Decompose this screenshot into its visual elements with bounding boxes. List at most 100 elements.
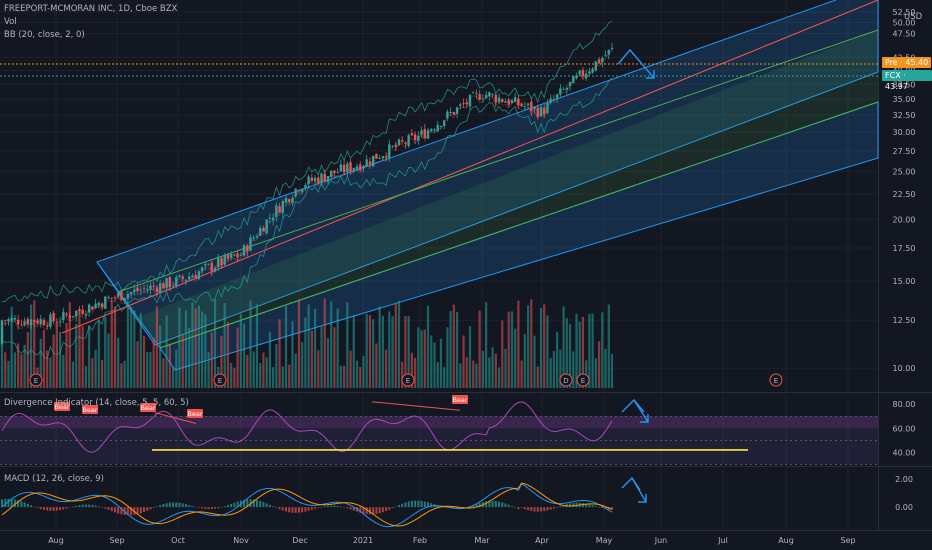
rsi-line xyxy=(1,401,613,453)
candle-body xyxy=(200,267,204,272)
macd-histogram-bar xyxy=(391,507,394,509)
volume-bar xyxy=(100,359,104,388)
macd-histogram-bar xyxy=(488,500,491,508)
macd-histogram-bar xyxy=(420,500,423,508)
macd-histogram-bar xyxy=(297,507,300,513)
bear-label: Bear xyxy=(140,404,155,412)
macd-histogram-bar xyxy=(307,507,310,511)
volume-bar xyxy=(197,305,200,388)
candle-body xyxy=(4,320,7,322)
price-tick-label: 47.50 xyxy=(893,30,916,39)
candle-body xyxy=(433,129,436,131)
candle-body xyxy=(139,289,142,291)
macd-histogram-bar xyxy=(388,507,391,510)
candle-body xyxy=(384,156,388,158)
macd-histogram-bar xyxy=(217,507,220,509)
volume-bar xyxy=(26,332,29,388)
candle-body xyxy=(152,285,155,287)
candle-body xyxy=(507,99,510,105)
macd-histogram-bar xyxy=(149,507,152,510)
candle-body xyxy=(526,103,530,106)
candle-body xyxy=(388,144,391,159)
volume-bar xyxy=(268,332,271,388)
macd-histogram-bar xyxy=(611,507,613,510)
bear-label: Bear xyxy=(187,410,202,418)
candle-body xyxy=(552,99,556,100)
volume-bar xyxy=(543,304,546,388)
candle-body xyxy=(42,320,46,325)
macd-histogram-bar xyxy=(55,507,58,511)
macd-histogram-bar xyxy=(120,507,123,515)
macd-histogram-bar xyxy=(26,503,29,508)
volume-bar xyxy=(49,357,52,388)
volume-bar xyxy=(242,323,246,388)
macd-histogram-bar xyxy=(372,507,375,515)
macd-histogram-bar xyxy=(443,507,446,508)
volume-bar xyxy=(559,349,562,388)
macd-histogram-bar xyxy=(401,503,404,508)
volume-bar xyxy=(13,352,17,388)
volume-bar xyxy=(162,358,165,388)
candle-body xyxy=(407,135,410,147)
volume-bar xyxy=(142,335,146,388)
volume-bar xyxy=(204,314,207,388)
macd-histogram-bar xyxy=(562,505,565,508)
macd-histogram-bar xyxy=(1,499,3,508)
candle-body xyxy=(601,57,604,63)
bear-label: Bear xyxy=(452,396,467,404)
candle-body xyxy=(104,296,107,309)
divergence-tick-label: 60.00 xyxy=(893,424,916,433)
volume-bar xyxy=(420,330,423,388)
candle-body xyxy=(484,94,488,99)
macd-histogram-bar xyxy=(259,500,262,508)
candle-body xyxy=(75,310,78,317)
volume-legend: Vol xyxy=(4,17,17,27)
candle-body xyxy=(417,135,420,141)
volume-bar xyxy=(475,363,478,388)
candle-body xyxy=(249,237,252,251)
macd-histogram-bar xyxy=(201,507,204,509)
divergence-tick-label: 80.00 xyxy=(893,400,916,409)
candle-body xyxy=(165,277,168,289)
candle-body xyxy=(181,276,184,280)
candle-body xyxy=(178,275,181,277)
candle-body xyxy=(397,139,401,146)
currency-label: USD xyxy=(904,12,923,22)
volume-bar xyxy=(478,310,481,388)
macd-histogram-bar xyxy=(4,498,7,508)
candle-body xyxy=(494,94,498,103)
candle-body xyxy=(378,158,381,160)
candle-body xyxy=(549,98,552,103)
candle-body xyxy=(146,289,149,291)
volume-bar xyxy=(178,307,181,388)
volume-bar xyxy=(556,332,559,388)
volume-bar xyxy=(430,335,433,388)
candle-body xyxy=(262,227,265,232)
volume-bar xyxy=(84,366,88,388)
macd-histogram-bar xyxy=(210,507,213,510)
macd-histogram-bar xyxy=(117,507,120,514)
macd-histogram-bar xyxy=(491,500,494,508)
macd-histogram-bar xyxy=(181,503,184,508)
candle-body xyxy=(129,291,133,295)
volume-bar xyxy=(210,332,213,388)
volume-bar xyxy=(552,350,556,388)
candle-body xyxy=(39,318,42,325)
event-marker-label: D xyxy=(563,377,568,385)
volume-bar xyxy=(184,310,188,388)
candle-body xyxy=(465,102,468,105)
candle-body xyxy=(252,237,255,239)
volume-bar xyxy=(272,367,275,388)
volume-bar xyxy=(236,327,239,388)
candle-body xyxy=(7,319,10,322)
candle-body xyxy=(288,199,291,203)
candle-body xyxy=(171,284,175,286)
volume-bar xyxy=(294,353,297,388)
time-tick-label: Jul xyxy=(717,536,728,545)
candle-body xyxy=(187,276,191,280)
macd-histogram-bar xyxy=(42,507,45,510)
candle-body xyxy=(217,258,220,268)
volume-bar xyxy=(536,366,539,388)
candle-body xyxy=(71,316,75,317)
